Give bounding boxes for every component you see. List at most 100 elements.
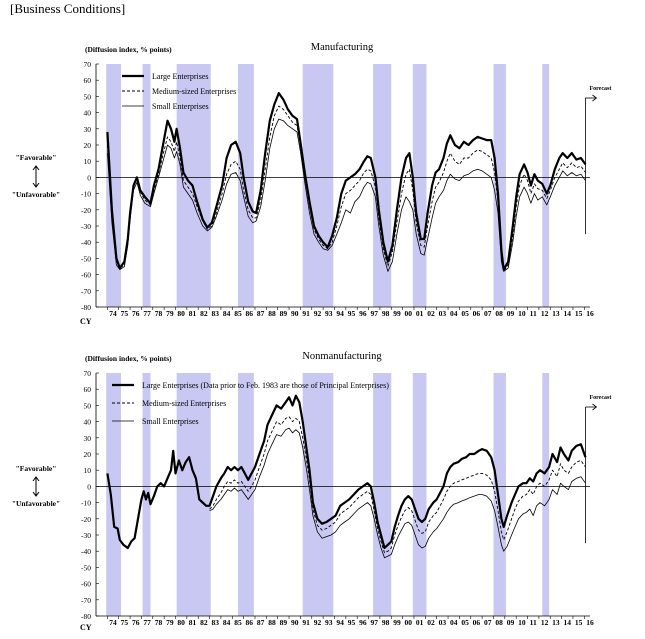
x-tick-label: 09 (507, 309, 515, 318)
x-tick-label: 86 (246, 618, 254, 627)
up-arrow-icon (32, 476, 40, 482)
y-tick-label: -20 (81, 206, 91, 215)
x-tick-label: 77 (143, 309, 151, 318)
x-tick-label: 91 (302, 309, 310, 318)
recession-band (176, 64, 211, 307)
x-tick-label: 06 (473, 309, 481, 318)
unfavorable-label: "Unfavorable" (12, 190, 60, 199)
series-line-thin (107, 118, 586, 272)
x-tick-label: 85 (234, 618, 242, 627)
x-tick-label: 93 (325, 309, 333, 318)
x-tick-label: 92 (314, 618, 322, 627)
x-tick-label: 11 (530, 618, 537, 627)
x-tick-label: 11 (530, 309, 537, 318)
y-tick-label: 60 (84, 76, 92, 85)
x-tick-label: 81 (189, 618, 197, 627)
x-tick-label: 16 (586, 618, 594, 627)
x-tick-label: 99 (393, 309, 401, 318)
x-tick-label: 08 (495, 618, 503, 627)
x-tick-label: 03 (439, 309, 447, 318)
y-tick-label: 70 (84, 369, 92, 378)
recession-band (493, 373, 506, 616)
forecast-arrow-icon (592, 403, 598, 411)
recession-band (142, 64, 151, 307)
page-header: [Business Conditions] (10, 1, 126, 16)
x-tick-label: 99 (393, 618, 401, 627)
y-tick-label: -40 (81, 238, 91, 247)
series-line-dashed (106, 105, 586, 272)
y-axis-label: (Diffusion index, % points) (85, 354, 172, 363)
legend-label: Large Enterprises (Data prior to Feb. 19… (142, 381, 389, 390)
y-tick-label: 40 (84, 109, 92, 118)
x-tick-label: 80 (177, 309, 185, 318)
x-tick-label: 78 (155, 309, 163, 318)
y-tick-label: -20 (81, 515, 91, 524)
y-tick-label: 50 (84, 92, 92, 101)
x-tick-label: 87 (257, 309, 265, 318)
x-tick-label: 00 (405, 309, 413, 318)
y-tick-label: 50 (84, 401, 92, 410)
x-tick-label: 90 (291, 309, 299, 318)
forecast-label: Forecast (589, 395, 611, 401)
y-tick-label: -80 (81, 303, 91, 312)
x-tick-label: 96 (359, 618, 367, 627)
down-arrow-icon (32, 491, 40, 497)
forecast-label: Forecast (589, 86, 611, 92)
legend-label: Small Enterprises (152, 102, 209, 111)
y-tick-label: 0 (87, 482, 91, 491)
y-tick-label: 30 (84, 434, 92, 443)
recession-band (542, 373, 550, 616)
x-tick-label: 86 (246, 309, 254, 318)
x-tick-label: 88 (268, 618, 276, 627)
x-tick-label: 76 (132, 309, 140, 318)
cy-label: CY (80, 623, 92, 632)
y-axis-label: (Diffusion index, % points) (85, 45, 172, 54)
y-tick-label: -60 (81, 271, 91, 280)
x-tick-label: 85 (234, 309, 242, 318)
x-tick-label: 10 (518, 309, 526, 318)
recession-band (373, 373, 392, 616)
x-tick-label: 93 (325, 618, 333, 627)
x-tick-label: 07 (484, 618, 492, 627)
x-tick-label: 92 (314, 309, 322, 318)
series-line-thick (106, 394, 587, 550)
x-tick-label: 78 (155, 618, 163, 627)
x-tick-label: 04 (450, 309, 458, 318)
x-tick-label: 83 (211, 309, 219, 318)
x-tick-label: 04 (450, 618, 458, 627)
x-tick-label: 01 (416, 618, 424, 627)
x-tick-label: 79 (166, 309, 174, 318)
recession-band (412, 373, 427, 616)
x-tick-label: 88 (268, 309, 276, 318)
x-tick-label: 76 (132, 618, 140, 627)
x-tick-label: 95 (348, 309, 356, 318)
y-tick-label: -50 (81, 254, 91, 263)
x-tick-label: 74 (109, 309, 117, 318)
x-tick-label: 07 (484, 309, 492, 318)
x-tick-label: 79 (166, 618, 174, 627)
x-tick-label: 09 (507, 618, 515, 627)
x-tick-label: 74 (109, 618, 117, 627)
x-tick-label: 94 (336, 309, 344, 318)
y-tick-label: -40 (81, 547, 91, 556)
x-tick-label: 03 (439, 618, 447, 627)
recession-band (493, 64, 506, 307)
y-tick-label: -30 (81, 531, 91, 540)
x-tick-label: 13 (552, 309, 560, 318)
x-tick-label: 91 (302, 618, 310, 627)
up-arrow-icon (32, 165, 40, 171)
recession-band (412, 64, 427, 307)
legend-label: Large Enterprises (152, 72, 209, 81)
x-tick-label: 14 (564, 309, 572, 318)
x-tick-label: 94 (336, 618, 344, 627)
x-tick-label: 90 (291, 618, 299, 627)
recession-band (237, 373, 254, 616)
legend-label: Small Enterprises (142, 417, 199, 426)
favorable-label: "Favorable" (16, 464, 57, 473)
y-tick-label: -70 (81, 287, 91, 296)
y-tick-label: 60 (84, 385, 92, 394)
down-arrow-icon (32, 182, 40, 188)
x-tick-label: 15 (575, 309, 583, 318)
x-tick-label: 89 (280, 309, 288, 318)
